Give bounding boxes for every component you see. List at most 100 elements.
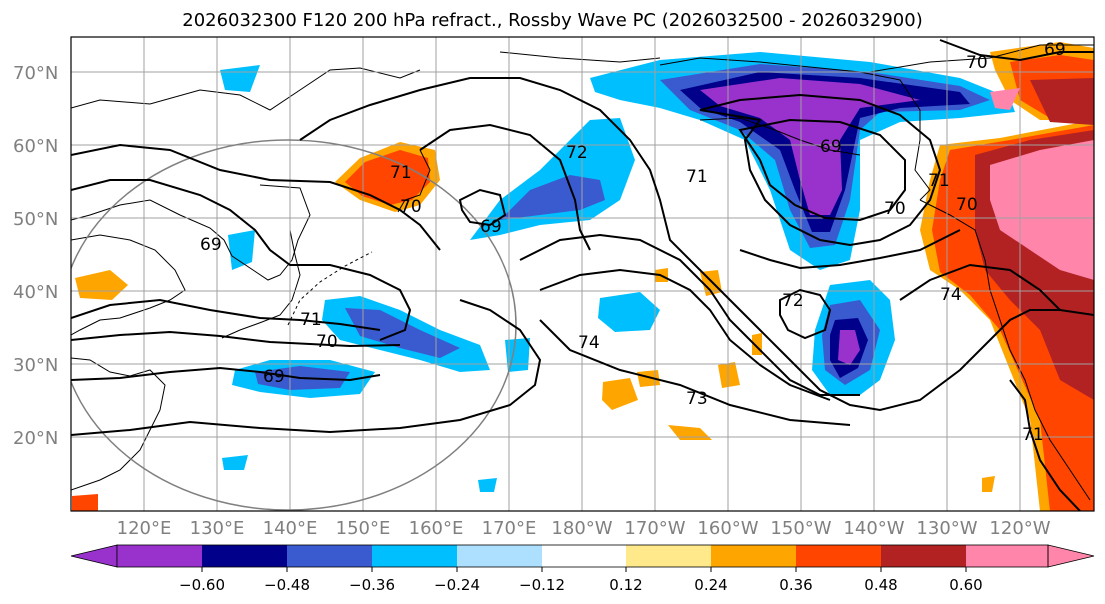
lat-label: 60°N bbox=[13, 136, 58, 157]
colorbar-tick-label: −0.36 bbox=[349, 576, 395, 594]
lon-label: 120°W bbox=[989, 518, 1050, 539]
lon-label: 150°W bbox=[770, 518, 831, 539]
colorbar-tick-label: 0.60 bbox=[949, 576, 982, 594]
lat-label: 50°N bbox=[13, 209, 58, 230]
contour-label: 71 bbox=[1022, 425, 1044, 445]
colorbar-segment bbox=[287, 545, 372, 567]
colorbar-segment bbox=[372, 545, 457, 567]
contour-label: 70 bbox=[966, 53, 988, 73]
contour-label: 69 bbox=[200, 235, 222, 255]
contour-line bbox=[71, 143, 441, 251]
contour-line bbox=[419, 123, 591, 251]
colorbar-tick-label: −0.60 bbox=[179, 576, 225, 594]
lon-label: 150°E bbox=[336, 518, 391, 539]
colorbar-tick-label: −0.48 bbox=[264, 576, 310, 594]
contour-line bbox=[71, 179, 412, 341]
colorbar-extend-right bbox=[1047, 544, 1095, 568]
lon-label: 130°W bbox=[916, 518, 977, 539]
colorbar-segment bbox=[881, 545, 966, 567]
contour-line bbox=[519, 233, 860, 396]
shading-negative-alaska-min bbox=[700, 78, 920, 215]
coastline-kamchatka bbox=[397, 149, 431, 213]
shading-positive-arctic-corner-4 bbox=[990, 88, 1020, 110]
shading-positive-arctic-corner-3 bbox=[1030, 78, 1094, 125]
lat-label: 40°N bbox=[13, 282, 58, 303]
contour-line bbox=[71, 298, 381, 331]
contour-line bbox=[539, 319, 851, 426]
lon-label: 170°W bbox=[624, 518, 685, 539]
contour-label: 72 bbox=[782, 291, 804, 311]
colorbar-segment bbox=[626, 545, 711, 567]
contour-label: 71 bbox=[928, 171, 950, 191]
lon-label: 160°E bbox=[409, 518, 464, 539]
coastline-japan bbox=[221, 229, 301, 339]
lat-label: 70°N bbox=[13, 63, 58, 84]
contour-label: 74 bbox=[940, 285, 962, 305]
shading-positive-patch-3 bbox=[637, 370, 660, 387]
contour-label: 70 bbox=[956, 195, 978, 215]
contour-label: 74 bbox=[578, 333, 600, 353]
shading-positive-patch-7 bbox=[72, 494, 98, 511]
shading-positive-patch-6 bbox=[668, 425, 712, 440]
longitude-labels: 120°E 130°E 140°E 150°E 160°E 170°E 180°… bbox=[117, 518, 1051, 539]
contour-line bbox=[71, 330, 401, 348]
shading-negative-bering-core bbox=[500, 175, 605, 220]
lat-label: 20°N bbox=[13, 428, 58, 449]
shading-positive-westcoast-4 bbox=[990, 140, 1094, 280]
map-title: 2026032300 F120 200 hPa refract., Rossby… bbox=[182, 10, 923, 31]
contour-label: 71 bbox=[300, 310, 322, 330]
coastline-arctic bbox=[499, 44, 1094, 73]
coastlines bbox=[71, 44, 1094, 501]
contour-line bbox=[458, 188, 507, 227]
colorbar-segment bbox=[457, 545, 542, 567]
map-panel[interactable]: 71 70 69 72 71 69 70 71 70 69 74 73 72 7… bbox=[60, 36, 1095, 512]
gridlines bbox=[71, 37, 1094, 511]
colorbar-tick-label: 0.36 bbox=[779, 576, 812, 594]
shading-negative-patch-1 bbox=[598, 292, 660, 332]
contour-label: 73 bbox=[686, 389, 708, 409]
lon-label: 180°W bbox=[551, 518, 612, 539]
reference-circle bbox=[71, 139, 517, 511]
colorbar: −0.60 −0.48 −0.36 −0.24 −0.12 0.12 0.24 … bbox=[70, 544, 1095, 594]
latitude-labels: 70°N 60°N 50°N 40°N 30°N 20°N bbox=[13, 63, 58, 449]
colorbar-segment bbox=[542, 545, 626, 567]
colorbar-extend-left bbox=[70, 544, 118, 568]
contour-label: 72 bbox=[566, 143, 588, 163]
lon-label: 160°W bbox=[697, 518, 758, 539]
colorbar-segment bbox=[117, 545, 202, 567]
lon-label: 140°E bbox=[263, 518, 318, 539]
contour-label: 71 bbox=[390, 163, 412, 183]
shading-negative-patch-5 bbox=[478, 478, 497, 492]
refractivity-contours bbox=[71, 39, 1094, 511]
contour-line bbox=[939, 39, 1094, 62]
lon-label: 140°W bbox=[843, 518, 904, 539]
colorbar-segment bbox=[796, 545, 881, 567]
coastline-north-america bbox=[919, 199, 1091, 501]
contour-line bbox=[699, 93, 942, 247]
contour-label: 69 bbox=[263, 367, 285, 387]
colorbar-tick-label: −0.12 bbox=[519, 576, 565, 594]
colorbar-tick-label: 0.24 bbox=[694, 576, 727, 594]
lon-label: 130°E bbox=[190, 518, 245, 539]
contour-line bbox=[539, 268, 831, 401]
lon-label: 120°E bbox=[117, 518, 172, 539]
colorbar-frame bbox=[116, 544, 1049, 568]
contour-label: 71 bbox=[686, 167, 708, 187]
coastline-alaska bbox=[659, 57, 931, 201]
colorbar-segment bbox=[966, 545, 1048, 567]
contour-line bbox=[899, 263, 1061, 311]
reference-line bbox=[287, 251, 373, 326]
contour-labels: 71 70 69 72 71 69 70 71 70 69 74 73 72 7… bbox=[200, 40, 1066, 445]
contour-label: 69 bbox=[480, 217, 502, 237]
contour-line bbox=[739, 229, 961, 270]
shading-negative-subtropical-min bbox=[838, 330, 860, 365]
colorbar-ticks bbox=[201, 567, 967, 572]
contour-line bbox=[738, 118, 906, 222]
contour-label: 70 bbox=[316, 332, 338, 352]
shading-positive-patch-1 bbox=[75, 270, 128, 300]
shading-positive-patch-2 bbox=[602, 378, 638, 410]
contour-line bbox=[71, 299, 542, 436]
contour-line bbox=[1009, 379, 1081, 511]
map-frame bbox=[70, 36, 1095, 512]
